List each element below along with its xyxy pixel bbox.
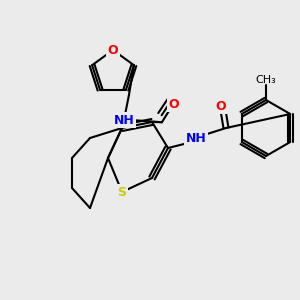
Text: NH: NH <box>113 114 134 127</box>
Text: S: S <box>118 185 127 199</box>
Text: CH₃: CH₃ <box>256 75 276 85</box>
Text: O: O <box>216 100 226 112</box>
Text: O: O <box>108 44 118 56</box>
Text: O: O <box>169 98 179 111</box>
Text: NH: NH <box>186 131 206 145</box>
